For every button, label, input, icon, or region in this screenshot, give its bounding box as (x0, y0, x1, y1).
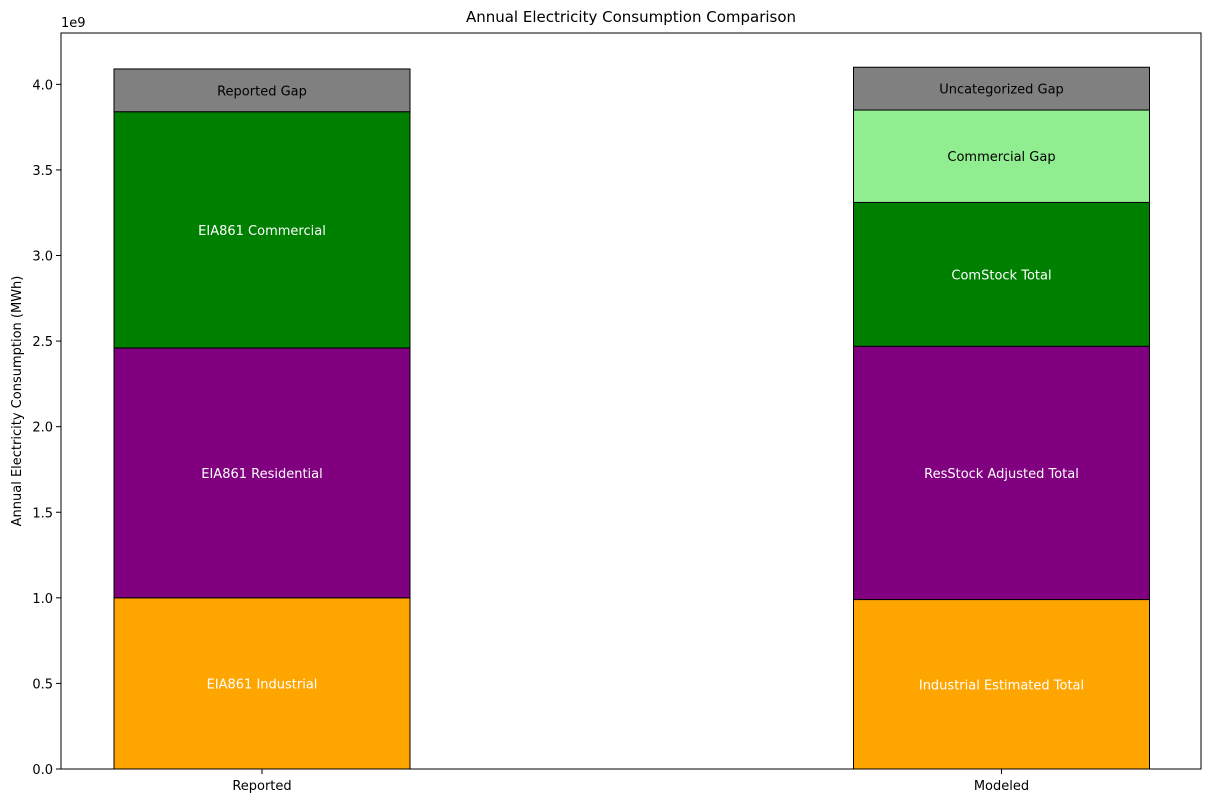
y-tick-label: 2.5 (32, 335, 53, 350)
plot-frame (60, 32, 1202, 770)
x-axis: Reported Modeled (232, 769, 1029, 794)
bar-segment-eia861-industrial (113, 597, 411, 770)
segment-label-comstock-total: ComStock Total (951, 268, 1051, 283)
bar-segment-reported-gap (113, 68, 411, 113)
y-tick-label: 0.0 (32, 763, 53, 778)
segment-label-eia861-commercial: EIA861 Commercial (198, 224, 326, 239)
y-tick-label: 2.0 (32, 421, 53, 436)
segment-label-eia861-industrial: EIA861 Industrial (207, 677, 318, 692)
bar-segment-industrial-estimated-total (853, 599, 1150, 770)
segment-label-uncategorized-gap: Uncategorized Gap (939, 83, 1064, 98)
bar-segment-eia861-residential (113, 347, 411, 599)
x-tick-label-modeled: Modeled (974, 779, 1029, 794)
segment-label-resstock-adjusted-total: ResStock Adjusted Total (924, 467, 1079, 482)
segment-label-reported-gap: Reported Gap (217, 84, 307, 99)
x-tick-label-reported: Reported (232, 779, 291, 794)
bar-segment-comstock-total (853, 201, 1150, 347)
bars: EIA861 Industrial EIA861 Residential EIA86… (113, 66, 1150, 770)
y-axis: 0.0 0.5 1.0 1.5 2.0 2.5 3.0 3.5 4.0 (32, 78, 61, 778)
y-tick-label: 3.0 (32, 250, 53, 265)
bar-segment-uncategorized-gap (853, 66, 1150, 111)
bar-segment-resstock-adjusted-total (853, 345, 1150, 601)
y-tick-label: 3.5 (32, 164, 53, 179)
bar-segment-commercial-gap (853, 109, 1150, 203)
y-axis-label: Annual Electricity Consumption (MWh) (10, 276, 25, 527)
segment-label-eia861-residential: EIA861 Residential (201, 467, 323, 482)
segment-label-commercial-gap: Commercial Gap (947, 150, 1055, 165)
y-offset-label: 1e9 (61, 16, 86, 31)
y-tick-label: 1.5 (32, 506, 53, 521)
y-tick-label: 4.0 (32, 78, 53, 93)
segment-label-industrial-estimated-total: Industrial Estimated Total (919, 678, 1084, 693)
chart-title: Annual Electricity Consumption Compariso… (466, 8, 796, 26)
y-tick-label: 1.0 (32, 592, 53, 607)
y-tick-label: 0.5 (32, 677, 53, 692)
